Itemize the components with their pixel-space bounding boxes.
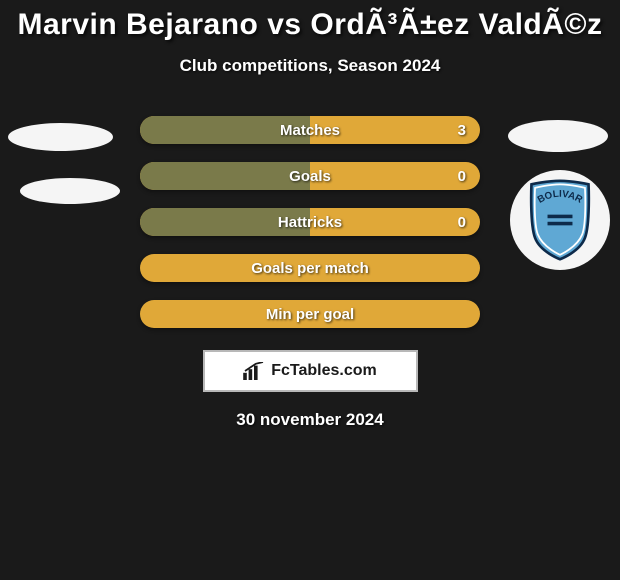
stat-label: Matches: [280, 122, 340, 139]
team-badge-right-placeholder-1: [508, 120, 608, 152]
stat-value-right: 0: [458, 168, 466, 185]
branding-text: FcTables.com: [271, 362, 377, 380]
stat-row: Min per goal: [140, 300, 480, 328]
stats-list: Matches 3 Goals 0 Hattricks 0 Goals per match M…: [140, 116, 480, 328]
team-badge-left-placeholder-1: [8, 123, 113, 151]
team-badge-left-placeholder-2: [20, 178, 120, 204]
stat-label: Min per goal: [266, 306, 354, 323]
branding-box[interactable]: FcTables.com: [203, 350, 418, 392]
stat-row: Goals per match: [140, 254, 480, 282]
stat-row: Matches 3: [140, 116, 480, 144]
stat-value-right: 0: [458, 214, 466, 231]
footer-date: 30 november 2024: [0, 410, 620, 430]
stat-label: Goals: [289, 168, 331, 185]
stat-value-right: 3: [458, 122, 466, 139]
stat-row: Hattricks 0: [140, 208, 480, 236]
chart-icon: [243, 362, 265, 380]
stat-label: Hattricks: [278, 214, 342, 231]
page-title: Marvin Bejarano vs OrdÃ³Ã±ez ValdÃ©z: [0, 8, 620, 42]
shield-icon: BOLIVAR: [524, 179, 596, 261]
stat-label: Goals per match: [251, 260, 369, 277]
stat-row: Goals 0: [140, 162, 480, 190]
team-badge-right: BOLIVAR: [510, 170, 610, 270]
subtitle: Club competitions, Season 2024: [0, 56, 620, 76]
